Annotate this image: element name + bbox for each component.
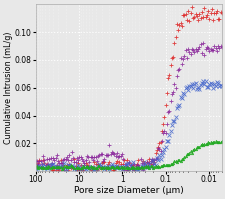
Y-axis label: Cumulative Intrusion (mL/g): Cumulative Intrusion (mL/g) [4, 31, 13, 144]
X-axis label: Pore size Diameter (μm): Pore size Diameter (μm) [74, 186, 183, 195]
